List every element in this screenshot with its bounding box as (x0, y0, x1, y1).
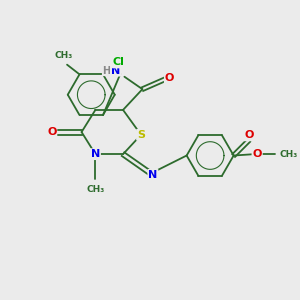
Text: N: N (91, 149, 100, 159)
Text: O: O (165, 73, 174, 83)
Text: O: O (244, 130, 254, 140)
Text: N: N (148, 170, 158, 180)
Text: N: N (111, 66, 120, 76)
Text: O: O (47, 127, 56, 137)
Text: CH₃: CH₃ (86, 185, 104, 194)
Text: Cl: Cl (113, 58, 125, 68)
Text: S: S (137, 130, 145, 140)
Text: CH₃: CH₃ (280, 150, 298, 159)
Text: H: H (102, 66, 110, 76)
Text: O: O (253, 149, 262, 159)
Text: CH₃: CH₃ (55, 51, 73, 60)
